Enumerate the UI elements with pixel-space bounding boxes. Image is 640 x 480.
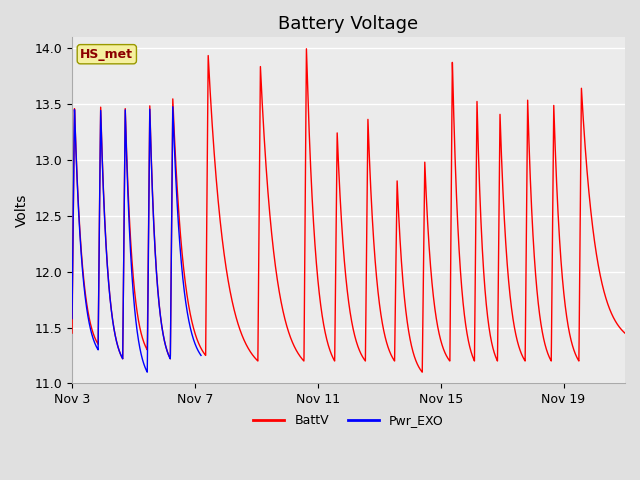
Title: Battery Voltage: Battery Voltage bbox=[278, 15, 419, 33]
Text: HS_met: HS_met bbox=[81, 48, 133, 60]
Y-axis label: Volts: Volts bbox=[15, 193, 29, 227]
Legend: BattV, Pwr_EXO: BattV, Pwr_EXO bbox=[248, 409, 449, 432]
